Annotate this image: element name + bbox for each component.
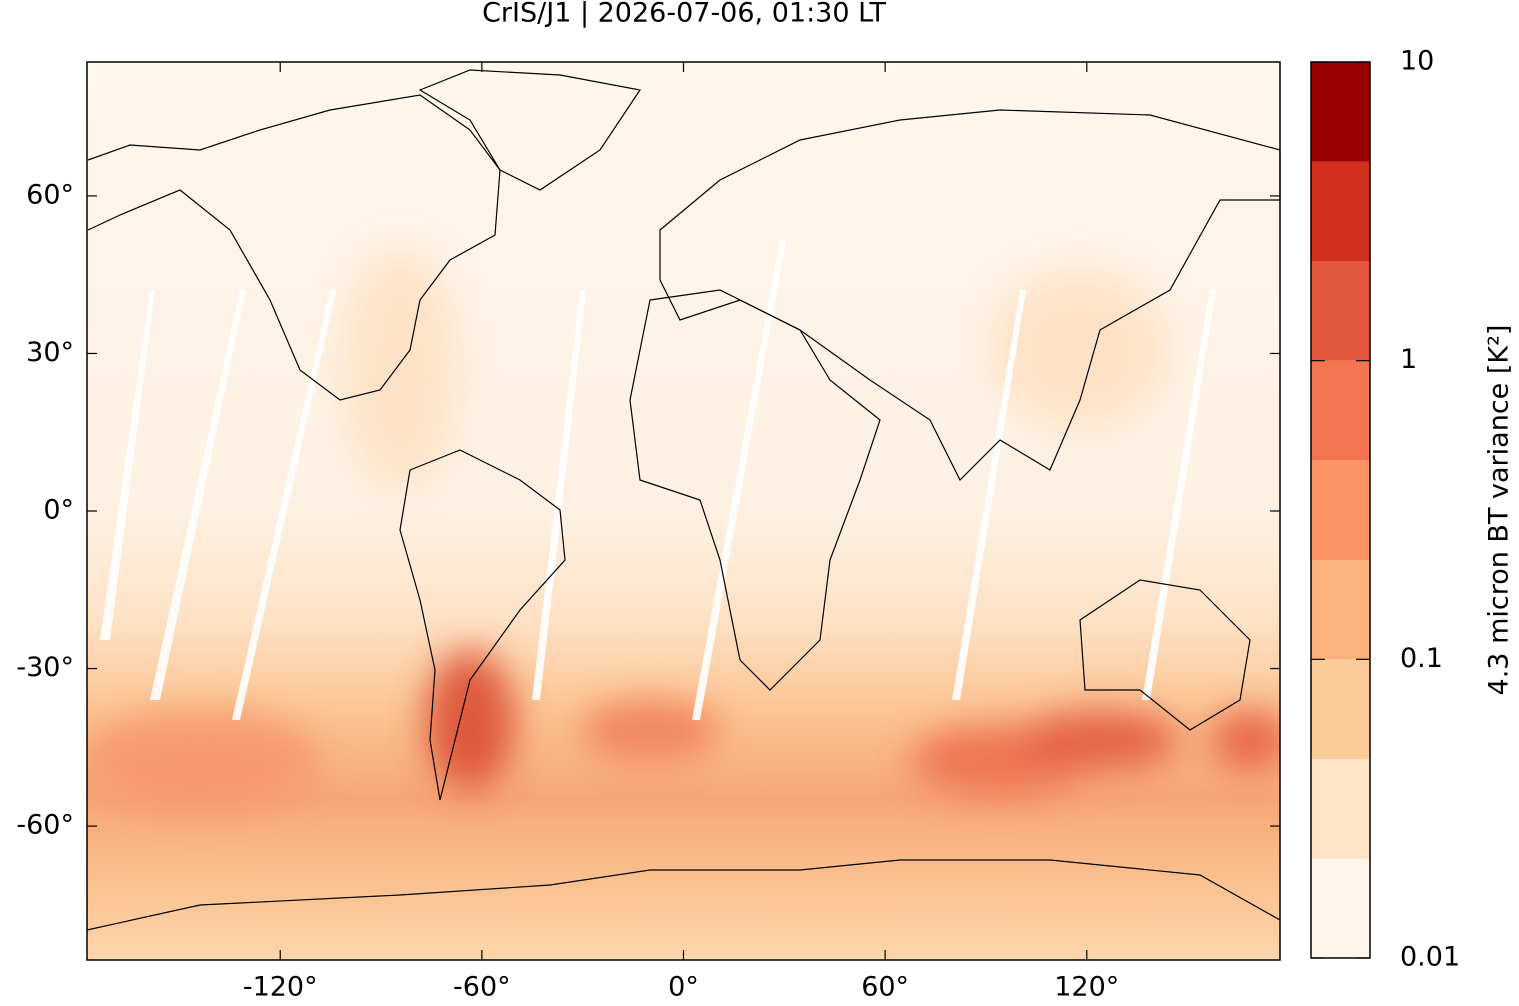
colorbar-band [1311,62,1370,162]
coastlines [86,69,1281,931]
colorbar-frame [1310,61,1371,959]
x-tick-label: 120° [1054,972,1119,1003]
y-tick-label: 0° [43,495,74,526]
colorbar-band [1311,360,1370,461]
colorbar-tick-label: 10 [1400,46,1434,77]
colorbar-tick-label: 0.01 [1400,942,1460,973]
colorbar-band [1311,659,1370,759]
colorbar-band [1311,560,1370,660]
colorbar-band [1311,460,1370,561]
colorbar-band [1311,161,1370,262]
x-tick-label: -120° [243,972,318,1003]
x-tick-label: -60° [453,972,511,1003]
colorbar-tick-label: 1 [1400,344,1417,375]
colorbar-tick-label: 0.1 [1400,643,1443,674]
colorbar-band [1311,858,1370,958]
colorbar-band [1311,758,1370,859]
heat-field [87,62,1280,960]
y-tick-label: 30° [26,337,74,368]
chart-title: CrIS/J1 | 2026-07-06, 01:30 LT [482,0,886,29]
x-tick-label: 0° [668,972,699,1003]
swath-gaps [100,240,1216,720]
y-tick-label: -60° [16,810,74,841]
colorbar-band [1311,261,1370,361]
x-tick-label: 60° [861,972,909,1003]
y-tick-label: 60° [26,179,74,210]
colorbar-label: 4.3 micron BT variance [K²] [1484,325,1515,696]
y-tick-label: -30° [16,652,74,683]
